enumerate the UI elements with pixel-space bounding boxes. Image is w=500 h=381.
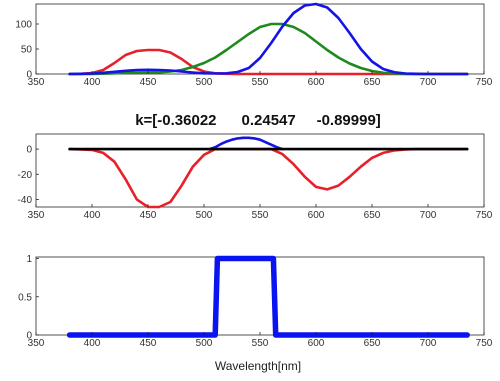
y-tick-label-bottom: 1 — [26, 254, 32, 265]
x-tick-label-bottom: 700 — [420, 338, 437, 349]
y-tick-label-top: 100 — [15, 20, 32, 31]
x-tick-label-top: 750 — [476, 77, 493, 88]
x-tick-label-bottom: 550 — [252, 338, 269, 349]
x-tick-label-middle: 450 — [140, 210, 157, 221]
x-tick-label-top: 350 — [28, 77, 45, 88]
series-middle-blue — [208, 136, 284, 151]
x-tick-label-bottom: 350 — [28, 338, 45, 349]
y-tick-label-top: 50 — [21, 45, 33, 56]
x-axis-label: Wavelength[nm] — [215, 359, 301, 373]
x-tick-label-top: 400 — [84, 77, 101, 88]
x-tick-label-bottom: 750 — [476, 338, 493, 349]
x-tick-label-middle: 700 — [420, 210, 437, 221]
y-tick-label-bottom: 0 — [26, 331, 32, 342]
x-tick-label-top: 500 — [196, 77, 213, 88]
x-tick-label-bottom: 400 — [84, 338, 101, 349]
x-tick-label-bottom: 500 — [196, 338, 213, 349]
panel-top: 350 400 450 500 550 600 650 700 750 0 50 100 — [15, 2, 493, 88]
y-tick-label-middle: 0 — [26, 145, 32, 156]
x-tick-label-middle: 650 — [364, 210, 381, 221]
axes-box-bottom — [35, 256, 485, 336]
x-tick-label-bottom: 450 — [140, 338, 157, 349]
x-tick-label-bottom: 650 — [364, 338, 381, 349]
y-tick-label-top: 0 — [26, 70, 32, 81]
axes-box-middle — [35, 133, 485, 208]
y-tick-label-middle: -20 — [18, 170, 33, 181]
series-top-blue — [68, 2, 469, 76]
x-tick-label-top: 600 — [308, 77, 325, 88]
panel-middle: 350 400 450 500 550 600 650 700 750 0 -20 -40 — [18, 133, 493, 221]
series-bottom-thick_blue — [66, 255, 470, 338]
axes-box-top — [35, 3, 485, 75]
x-tick-label-middle: 750 — [476, 210, 493, 221]
x-tick-label-top: 550 — [252, 77, 269, 88]
y-tick-label-bottom: 0.5 — [18, 292, 32, 303]
panel-bottom: 350 400 450 500 550 600 650 700 750 0 0.5 1 — [18, 254, 493, 349]
x-tick-label-bottom: 600 — [308, 338, 325, 349]
x-tick-label-middle: 550 — [252, 210, 269, 221]
x-tick-label-middle: 350 — [28, 210, 45, 221]
x-tick-label-middle: 500 — [196, 210, 213, 221]
coefficient-title: k=[-0.36022 0.24547 -0.89999] — [135, 112, 381, 129]
x-tick-label-middle: 600 — [308, 210, 325, 221]
x-tick-label-top: 650 — [364, 77, 381, 88]
x-tick-label-top: 700 — [420, 77, 437, 88]
x-tick-label-top: 450 — [140, 77, 157, 88]
y-tick-label-middle: -40 — [18, 195, 33, 206]
x-tick-label-middle: 400 — [84, 210, 101, 221]
